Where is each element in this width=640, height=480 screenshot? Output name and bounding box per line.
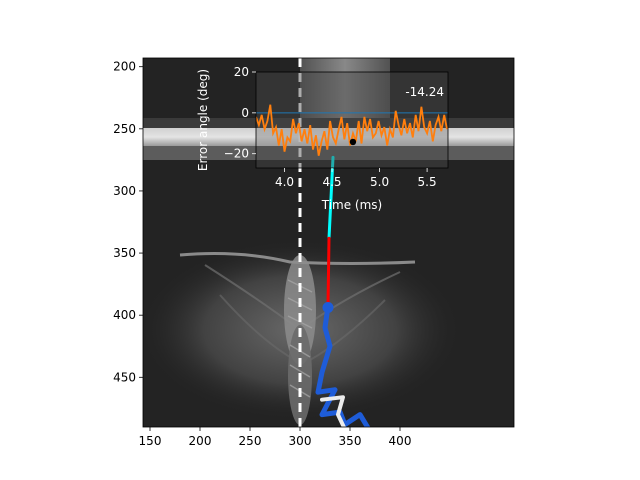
inset-x-axis-label: Time (ms)	[321, 198, 383, 212]
inset-y-tick-label: 0	[241, 106, 249, 120]
inset-x-tick-label: 4.5	[322, 175, 341, 189]
inset-error-plot: 4.0 4.5 5.0 5.5 −20 0 20 Time (ms) Error angl…	[196, 65, 449, 212]
main-x-tick-label: 300	[289, 434, 312, 448]
inset-y-axis-label: Error angle (deg)	[196, 69, 210, 171]
trace-blue	[315, 304, 371, 427]
main-y-tick-label: 300	[113, 184, 136, 198]
trace-red	[326, 236, 331, 308]
main-x-ticks: 150 200 250 300 350 400	[139, 427, 412, 448]
current-time-marker	[349, 138, 357, 146]
inset-x-ticks: 4.0 4.5 5.0 5.5	[275, 168, 437, 189]
main-x-tick-label: 250	[239, 434, 262, 448]
tether-holder	[300, 58, 390, 128]
wing-edge	[179, 252, 416, 265]
main-y-tick-label: 350	[113, 246, 136, 260]
trace-blue-start	[322, 301, 334, 313]
inset-y-tick-label: 20	[234, 65, 249, 79]
inset-y-ticks: −20 0 20	[224, 65, 256, 161]
main-x-tick-label: 350	[339, 434, 362, 448]
inset-x-tick-label: 5.0	[370, 175, 389, 189]
main-x-tick-label: 200	[189, 434, 212, 448]
lower-bar	[143, 146, 514, 160]
main-y-tick-label: 250	[113, 122, 136, 136]
main-x-tick-label: 400	[389, 434, 412, 448]
main-x-tick-label: 150	[139, 434, 162, 448]
main-y-tick-label: 400	[113, 308, 136, 322]
inset-y-tick-label: −20	[224, 147, 249, 161]
trace-white	[320, 395, 347, 427]
inset-axes-frame	[255, 71, 449, 169]
main-y-tick-label: 450	[113, 370, 136, 384]
upper-shadow	[143, 118, 514, 130]
main-axes-frame	[142, 57, 515, 428]
video-frame	[143, 58, 514, 427]
inset-x-tick-label: 5.5	[418, 175, 437, 189]
current-error-value: -14.24	[405, 85, 444, 99]
inset-x-tick-label: 4.0	[275, 175, 294, 189]
main-y-tick-label: 200	[113, 60, 136, 74]
main-y-ticks: 200 250 300 350 400 450	[113, 60, 143, 384]
